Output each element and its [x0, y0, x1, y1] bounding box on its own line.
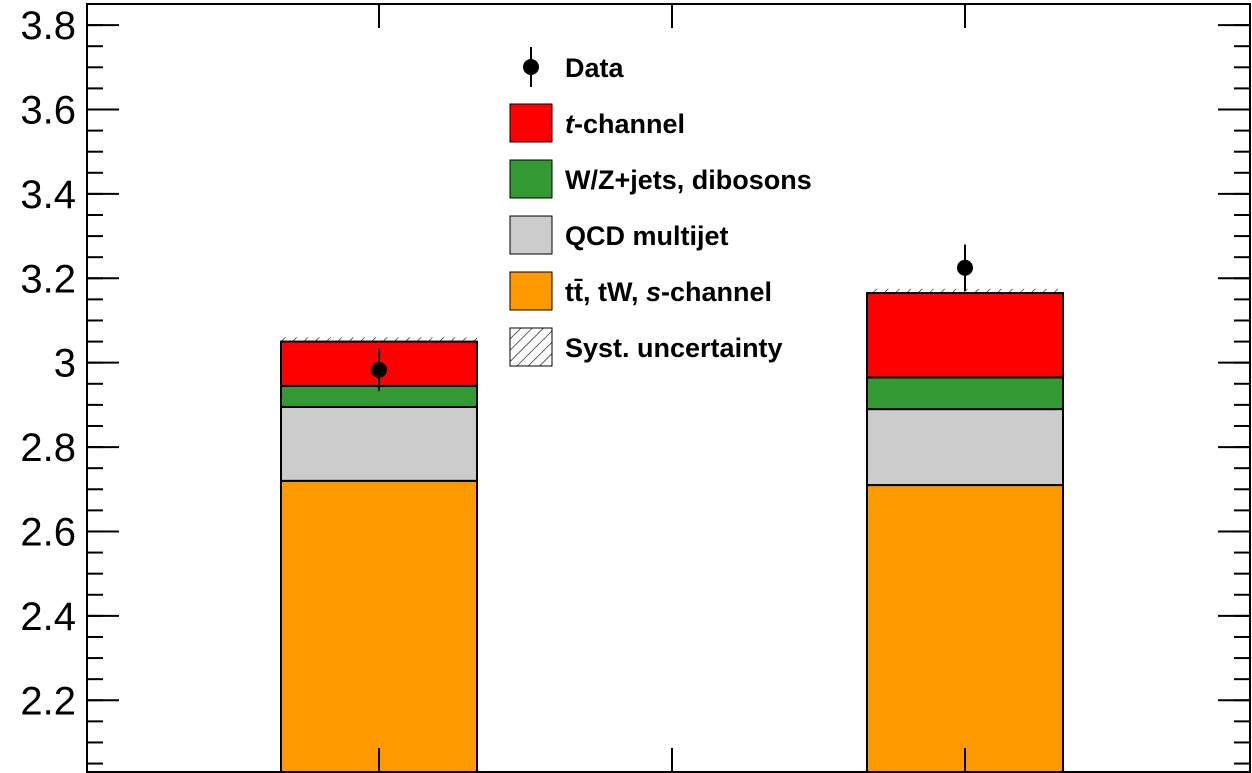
- legend-wz-swatch-icon: [509, 159, 553, 199]
- legend-label-ttbar: tt̄, tW, s-channel: [565, 277, 772, 307]
- syst-band-1: [281, 337, 477, 342]
- bar-segment-tt-tw-s-channel-2: [866, 484, 1064, 773]
- y-tick-label: 3.4: [20, 173, 76, 217]
- y-tick-label: 3.2: [20, 257, 76, 301]
- legend-label-wz: W/Z+jets, dibosons: [565, 165, 812, 195]
- bar-segment-w-z-jets-dibosons-2: [866, 376, 1064, 411]
- bar-segment-tt-tw-s-channel-1: [280, 479, 478, 773]
- plot-frame: [86, 3, 1251, 773]
- legend-ttbar-swatch-icon: [509, 271, 553, 311]
- legend-label-syst: Syst. uncertainty: [565, 333, 783, 363]
- bar-segment-qcd-multijet-2: [866, 408, 1064, 487]
- bar-segment-qcd-multijet-1: [280, 405, 478, 482]
- legend-syst-hatch-icon: [509, 327, 553, 367]
- legend-label-data: Data: [565, 53, 625, 83]
- legend-tchannel-swatch-icon: [509, 103, 553, 143]
- legend-data-marker-icon: [523, 59, 539, 75]
- y-tick-label: 2.4: [20, 595, 76, 639]
- y-tick-label: 2.2: [20, 679, 76, 723]
- axes: 2.2 2.4 2.6 2.8 3 3.2 3.4 3.6 3.8: [20, 3, 1251, 773]
- bar-segment-t-channel-2: [866, 292, 1064, 379]
- y-tick-label: 3.8: [20, 4, 76, 48]
- y-tick-label: 2.6: [20, 510, 76, 554]
- bar-stacks: [280, 288, 1064, 773]
- y-tick-label: 2.8: [20, 426, 76, 470]
- legend-qcd-swatch-icon: [509, 215, 553, 255]
- y-tick-label: 3: [54, 342, 76, 386]
- legend: Data t-channel W/Z+jets, dibosons QCD multi…: [509, 47, 812, 367]
- data-point-1: [371, 361, 387, 378]
- legend-label-tchannel: t-channel: [565, 109, 685, 139]
- data-point-2: [957, 259, 973, 276]
- y-tick-label: 3.6: [20, 88, 76, 132]
- data-points: [371, 244, 973, 391]
- legend-label-qcd: QCD multijet: [565, 221, 729, 251]
